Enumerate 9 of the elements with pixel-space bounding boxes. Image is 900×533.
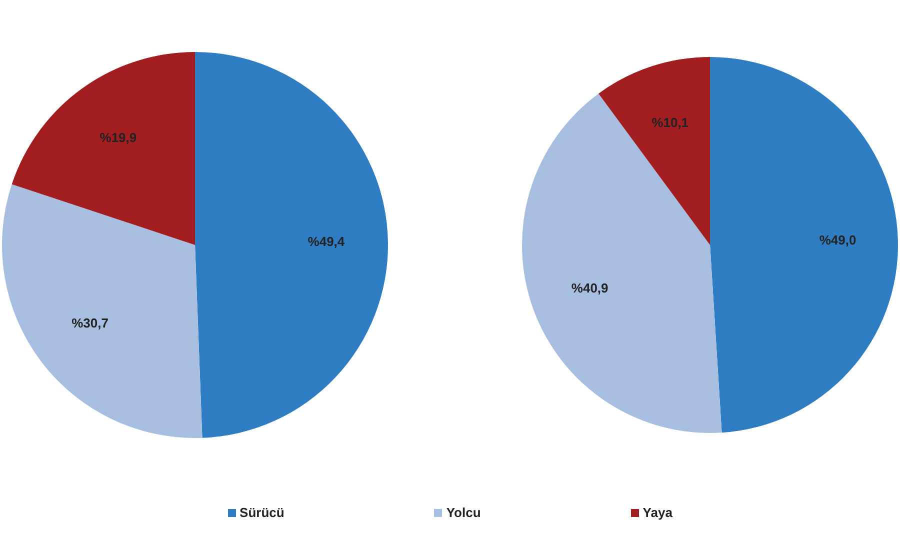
data-label: %40,9 (571, 280, 608, 296)
legend-label: Yolcu (445, 505, 481, 520)
data-label: %30,7 (72, 315, 108, 330)
data-label: %19,9 (100, 130, 137, 146)
legend-label: Yaya (642, 505, 672, 520)
legend-label: Sürücü (238, 505, 284, 520)
data-label: %49,0 (819, 232, 856, 248)
data-label: %10,1 (652, 115, 689, 130)
data-label: %49,4 (308, 234, 346, 250)
